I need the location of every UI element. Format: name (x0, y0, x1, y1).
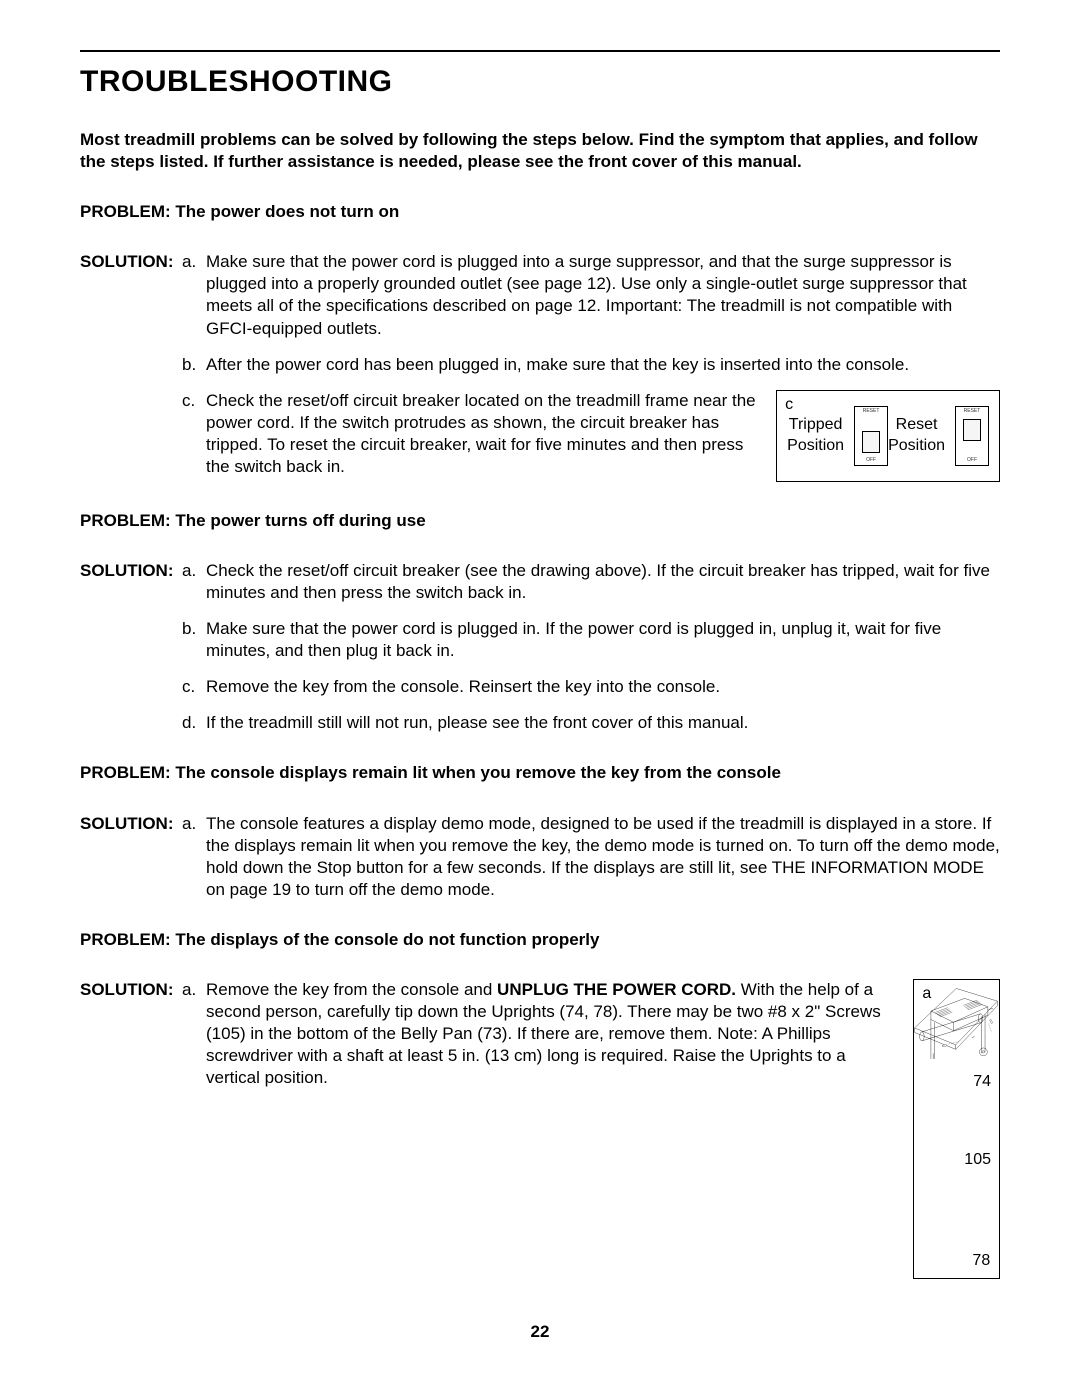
problem-2-solution-d: d. If the treadmill still will not run, … (182, 712, 1000, 734)
problem-2-solution-a: SOLUTION: a. Check the reset/off circuit… (80, 560, 1000, 604)
switch-tripped-icon: RESETOFF (854, 406, 888, 466)
problem-1-solution-b: b. After the power cord has been plugged… (182, 354, 1000, 376)
step-letter: b. (182, 354, 206, 376)
problem-2-heading: PROBLEM: The power turns off during use (80, 510, 1000, 532)
step-body: Make sure that the power cord is plugged… (206, 618, 1000, 662)
figure-a-svg (914, 980, 999, 1065)
step-letter: a. (182, 251, 206, 273)
page-title: TROUBLESHOOTING (80, 62, 1000, 101)
p4a-bold: UNPLUG THE POWER CORD. (497, 980, 736, 999)
problem-2-solution-b: b. Make sure that the power cord is plug… (182, 618, 1000, 662)
step-body: Check the reset/off circuit breaker (see… (206, 560, 1000, 604)
problem-1-solution-c: c. Check the reset/off circuit breaker l… (182, 390, 758, 478)
page-number: 22 (0, 1321, 1080, 1343)
figure-c-reset-group: Reset Position RESETOFF (888, 406, 989, 466)
top-rule (80, 50, 1000, 52)
callout-105-right: 105 (962, 1150, 993, 1171)
p4a-pre: Remove the key from the console and (206, 980, 497, 999)
step-letter: a. (182, 560, 206, 582)
step-letter: c. (182, 390, 206, 412)
problem-4-solution-a: SOLUTION: a. Remove the key from the con… (80, 979, 895, 1089)
step-body: If the treadmill still will not run, ple… (206, 712, 1000, 734)
step-body: Make sure that the power cord is plugged… (206, 251, 1000, 339)
solution-lead: SOLUTION: (80, 251, 182, 273)
problem-2-solution-c: c. Remove the key from the console. Rein… (182, 676, 1000, 698)
problem-1-solution-a: SOLUTION: a. Make sure that the power co… (80, 251, 1000, 339)
figure-c-reset-label: Reset Position (888, 415, 945, 457)
figure-c-label: c (785, 395, 793, 416)
step-body: The console features a display demo mode… (206, 813, 1000, 901)
figure-c-tripped-group: Tripped Position RESETOFF (787, 406, 888, 466)
callout-74: 74 (971, 1072, 993, 1093)
step-body: Remove the key from the console and UNPL… (206, 979, 895, 1089)
problem-1-solution-c-row: c. Check the reset/off circuit breaker l… (182, 390, 1000, 482)
solution-lead: SOLUTION: (80, 979, 182, 1001)
step-body: After the power cord has been plugged in… (206, 354, 1000, 376)
step-letter: d. (182, 712, 206, 734)
callout-78: 78 (970, 1251, 992, 1272)
step-body: Check the reset/off circuit breaker loca… (206, 390, 758, 478)
problem-1-heading: PROBLEM: The power does not turn on (80, 201, 1000, 223)
figure-c-circuit-breaker: c Tripped Position RESETOFF Reset Positi… (776, 390, 1000, 482)
step-letter: b. (182, 618, 206, 640)
step-letter: c. (182, 676, 206, 698)
problem-3-solution-a: SOLUTION: a. The console features a disp… (80, 813, 1000, 901)
problem-4-heading: PROBLEM: The displays of the console do … (80, 929, 1000, 951)
step-letter: a. (182, 813, 206, 835)
figure-c-tripped-label: Tripped Position (787, 415, 844, 457)
step-body: Remove the key from the console. Reinser… (206, 676, 1000, 698)
solution-lead: SOLUTION: (80, 560, 182, 582)
problem-4-row: SOLUTION: a. Remove the key from the con… (80, 979, 1000, 1279)
step-letter: a. (182, 979, 206, 1001)
solution-lead: SOLUTION: (80, 813, 182, 835)
problem-4-textcol: SOLUTION: a. Remove the key from the con… (80, 979, 895, 1089)
intro-paragraph: Most treadmill problems can be solved by… (80, 129, 1000, 173)
switch-reset-icon: RESETOFF (955, 406, 989, 466)
figure-a-belly-pan: a (913, 979, 1000, 1279)
problem-3-heading: PROBLEM: The console displays remain lit… (80, 762, 1000, 784)
